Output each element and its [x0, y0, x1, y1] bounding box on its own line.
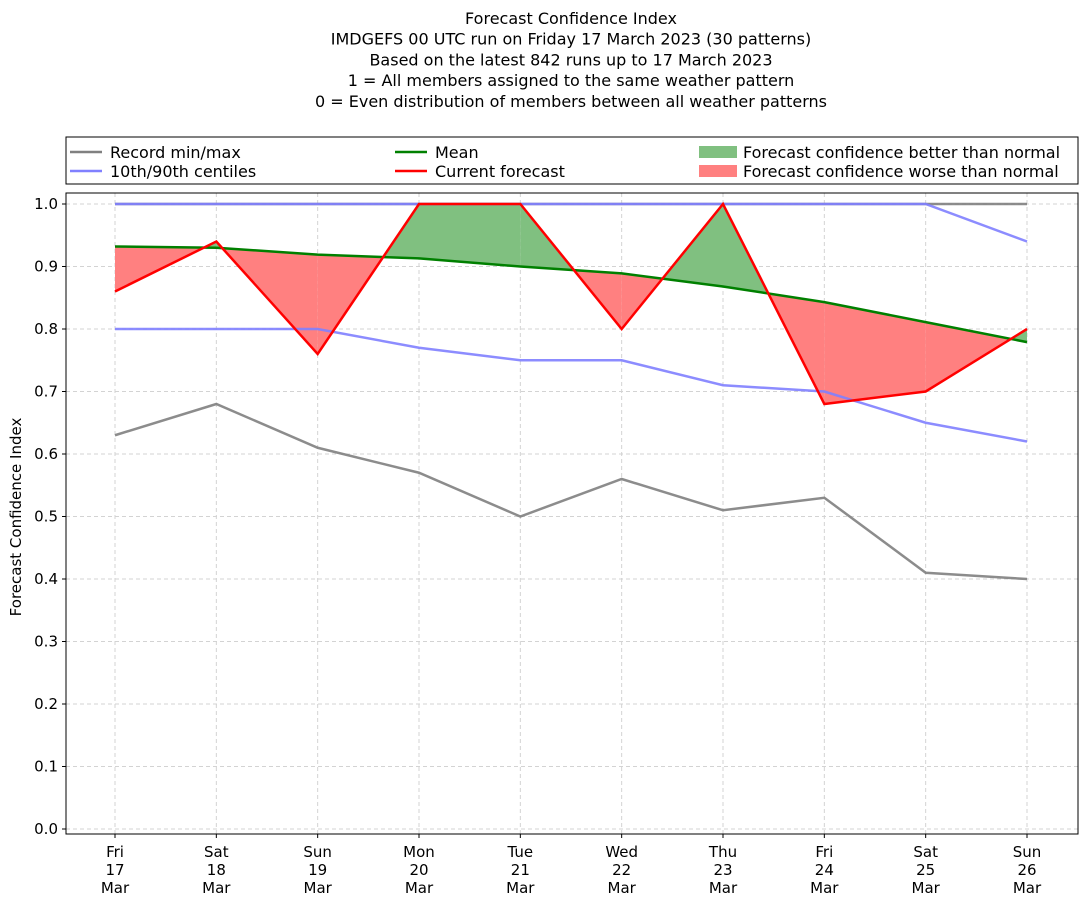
x-tick-label: Wed — [605, 843, 638, 861]
chart-title-line: Based on the latest 842 runs up to 17 Ma… — [369, 50, 772, 69]
y-tick-label: 0.5 — [34, 508, 58, 526]
series-line-mean — [114, 245, 1028, 344]
chart-title-line: 0 = Even distribution of members between… — [315, 92, 827, 111]
x-tick-label: Sun — [1013, 843, 1042, 861]
x-tick-label: Mon — [403, 843, 435, 861]
y-axis-label: Forecast Confidence Index — [7, 418, 25, 617]
y-tick-label: 0.7 — [34, 383, 58, 401]
chart-title-line: 1 = All members assigned to the same wea… — [348, 71, 795, 90]
x-tick-label: Sat — [204, 843, 229, 861]
x-tick-label: Mar — [912, 879, 941, 897]
y-tick-label: 0.4 — [34, 570, 58, 588]
x-tick-label: 21 — [511, 861, 530, 879]
x-tick-label: 26 — [1017, 861, 1036, 879]
x-tick-label: Thu — [708, 843, 737, 861]
x-tick-label: 25 — [916, 861, 935, 879]
x-tick-label: 23 — [713, 861, 732, 879]
legend-label: 10th/90th centiles — [110, 162, 256, 181]
x-tick-label: Mar — [1013, 879, 1042, 897]
y-tick-label: 0.2 — [34, 695, 58, 713]
x-tick-label: Mar — [608, 879, 637, 897]
x-tick-label: 19 — [308, 861, 327, 879]
x-tick-label: Mar — [304, 879, 333, 897]
y-tick-label: 1.0 — [34, 195, 58, 213]
x-tick-label: Tue — [507, 843, 534, 861]
legend-label: Forecast confidence worse than normal — [743, 162, 1059, 181]
fill-better-than-normal — [419, 204, 521, 267]
series-line-min — [114, 402, 1028, 581]
chart-title-line: IMDGEFS 00 UTC run on Friday 17 March 20… — [331, 30, 811, 49]
chart-title-line: Forecast Confidence Index — [465, 9, 677, 28]
x-tick-label: 20 — [409, 861, 428, 879]
x-tick-label: 22 — [612, 861, 631, 879]
y-tick-label: 0.8 — [34, 320, 58, 338]
y-tick-label: 0.1 — [34, 758, 58, 776]
x-tick-label: Sat — [913, 843, 938, 861]
series-line-current-forecast — [114, 201, 1028, 406]
legend-swatch-patch — [699, 146, 737, 158]
x-tick-label: 18 — [207, 861, 226, 879]
legend-label: Mean — [435, 143, 479, 162]
legend-label: Current forecast — [435, 162, 565, 181]
legend-label: Forecast confidence better than normal — [743, 143, 1060, 162]
series-line-90th — [115, 202, 1028, 243]
x-tick-label: 24 — [815, 861, 834, 879]
legend-label: Record min/max — [110, 143, 241, 162]
legend-swatch-patch — [699, 165, 737, 177]
legend-box — [65, 136, 1079, 185]
x-tick-label: Fri — [815, 843, 833, 861]
fill-worse-than-normal — [824, 302, 926, 404]
x-tick-label: Mar — [101, 879, 130, 897]
x-tick-label: Mar — [202, 879, 231, 897]
y-tick-label: 0.6 — [34, 445, 58, 463]
plot-frame — [65, 192, 1079, 835]
y-tick-label: 0.3 — [34, 633, 58, 651]
y-tick-label: 0.0 — [34, 820, 58, 838]
x-tick-label: Mar — [405, 879, 434, 897]
y-tick-label: 0.9 — [34, 258, 58, 276]
x-tick-label: Sun — [303, 843, 332, 861]
x-tick-label: Fri — [106, 843, 124, 861]
x-tick-label: 17 — [105, 861, 124, 879]
x-tick-label: Mar — [506, 879, 535, 897]
series-line-10th — [115, 327, 1028, 443]
fill-worse-than-normal — [925, 322, 1011, 392]
x-tick-label: Mar — [709, 879, 738, 897]
x-tick-label: Mar — [810, 879, 839, 897]
